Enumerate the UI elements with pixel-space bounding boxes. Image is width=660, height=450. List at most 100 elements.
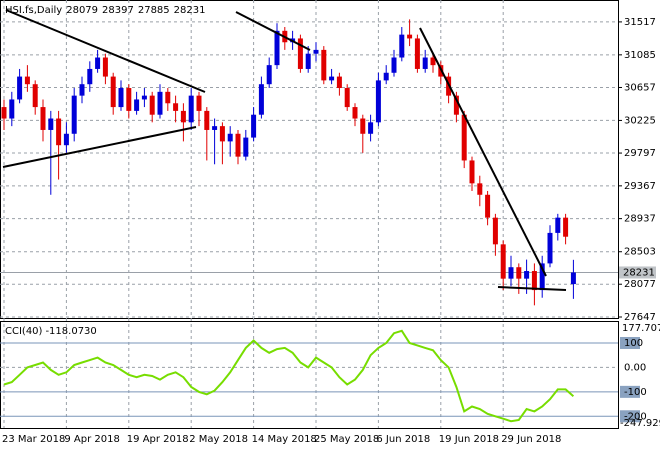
candle-body: [391, 57, 397, 73]
y-tick-label: 29797: [624, 148, 656, 159]
candle-body: [555, 217, 561, 233]
y-tick-label: 28503: [624, 247, 656, 258]
candle-body: [95, 57, 101, 69]
candle-body: [383, 72, 389, 81]
candle-body: [453, 95, 459, 115]
last-price-label: 28231: [623, 267, 655, 278]
candle-body: [500, 244, 506, 279]
candle-body: [87, 68, 93, 85]
candle-body: [134, 99, 140, 111]
candle-body: [48, 118, 54, 130]
trendline: [2, 126, 197, 168]
cci-line: [3, 329, 575, 423]
candle-body: [204, 110, 210, 130]
candle-body: [227, 133, 233, 142]
candle-body: [563, 217, 569, 237]
candle-body: [274, 30, 280, 66]
candle-body: [414, 38, 420, 69]
y-tick-label: 31085: [624, 50, 656, 61]
candle-body: [79, 84, 85, 96]
y-tick-label: 30657: [624, 82, 656, 93]
y-tick-label: 28077: [624, 279, 656, 290]
candle-body: [1, 107, 7, 119]
y-min-label: -247.929: [620, 418, 660, 429]
level-label-bg: [620, 336, 640, 349]
candle-body: [165, 91, 171, 104]
x-tick-label: 29 Jun 2018: [501, 434, 561, 445]
y-tick-label: 0.00: [624, 362, 646, 373]
candle-body: [477, 183, 483, 195]
y-tick-label: 100: [624, 338, 643, 349]
candle-body: [266, 65, 272, 85]
last-price-bg: [619, 266, 656, 279]
price-pane: [0, 0, 619, 319]
x-tick-label: 25 May 2018: [314, 434, 379, 445]
level-label-bg: [620, 385, 640, 398]
candle-body: [243, 137, 249, 157]
candle-body: [63, 133, 69, 146]
candle-body: [297, 38, 303, 69]
candle-body: [235, 133, 241, 157]
y-tick-label: 30225: [624, 115, 656, 126]
y-tick-label: 29367: [624, 181, 656, 192]
candle-body: [24, 76, 30, 85]
chart-header: HSI.fs,Daily 28079 28397 27885 28231: [5, 5, 205, 16]
candle-body: [352, 107, 358, 119]
candle-body: [141, 95, 147, 100]
cci-value: -118.0730: [45, 326, 96, 337]
trendline: [419, 27, 547, 277]
candle-body: [196, 95, 202, 111]
candle-body: [219, 126, 225, 142]
candle-body: [329, 76, 335, 81]
candle-body: [360, 118, 366, 134]
candle-body: [539, 263, 545, 291]
candle-body: [126, 88, 132, 111]
symbol: HSI.fs,Daily: [5, 5, 62, 16]
candle-body: [461, 114, 467, 161]
candle-body: [321, 49, 327, 81]
y-max-label: 177.7073: [622, 323, 660, 334]
candle-body: [524, 271, 530, 279]
candle-body: [188, 95, 194, 123]
candle-body: [313, 49, 319, 54]
y-tick-label: -200: [624, 411, 647, 422]
candle-body: [570, 272, 576, 285]
x-tick-label: 23 Mar 2018: [2, 434, 65, 445]
y-tick-label: -100: [624, 387, 647, 398]
grid-layer: [0, 0, 618, 428]
candle-body: [516, 267, 522, 279]
cci-header: CCI(40) -118.0730: [5, 326, 97, 337]
candle-body: [336, 76, 342, 89]
candle-body: [258, 84, 264, 115]
candle-body: [32, 84, 38, 108]
candle-body: [212, 126, 218, 130]
candle-body: [56, 118, 62, 146]
candle-body: [102, 57, 108, 77]
candle-body: [407, 34, 413, 39]
y-tick-label: 27647: [624, 312, 656, 323]
candle-body: [547, 232, 553, 264]
candle-body: [118, 88, 124, 108]
candle-body: [399, 34, 405, 58]
trendline: [5, 9, 206, 93]
x-tick-label: 19 Apr 2018: [127, 434, 189, 445]
candle-body: [40, 107, 46, 130]
candle-body: [508, 267, 514, 279]
trendlines: [2, 9, 567, 291]
cci-pane: [0, 321, 619, 429]
candle-body: [251, 114, 257, 138]
candle-body: [180, 110, 186, 123]
candle-body: [368, 122, 374, 134]
x-tick-label: 14 May 2018: [252, 434, 317, 445]
candle-body: [485, 194, 491, 218]
candle-body: [492, 217, 498, 245]
x-tick-label: 2 May 2018: [189, 434, 248, 445]
candle-body: [344, 88, 350, 108]
trendline: [235, 11, 311, 51]
x-tick-label: 19 Jun 2018: [439, 434, 499, 445]
candle-body: [422, 57, 428, 69]
cci-title: CCI(40): [5, 326, 43, 337]
candle-body: [71, 95, 77, 134]
y-tick-label: 31517: [624, 17, 656, 28]
